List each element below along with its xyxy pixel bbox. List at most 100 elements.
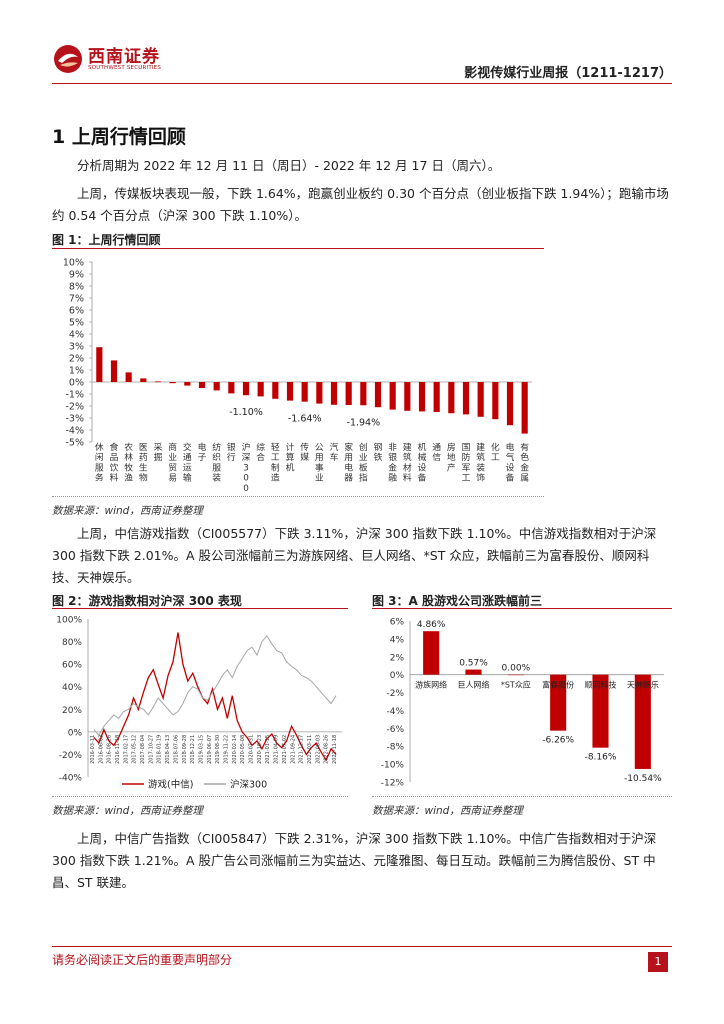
bar-机械设备	[418, 382, 426, 412]
x-tick-label: 纺织服装	[212, 441, 221, 484]
bar-通信	[433, 382, 440, 412]
data-label: -1.64%	[288, 414, 322, 425]
x-tick-label: 采掘	[154, 442, 163, 463]
x-tick-label: 2021-01-15	[265, 735, 271, 764]
x-tick-label: 综合	[256, 441, 265, 463]
logo-text-en: SOUTHWEST SECURITIES	[88, 65, 162, 71]
paragraph-game-index: 上周，中信游戏指数（CI005577）下跌 3.11%，沪深 300 指数下跌 …	[52, 526, 657, 585]
y-tick-label: -40%	[59, 774, 83, 784]
x-tick-label: 2021-09-24	[290, 735, 296, 764]
y-tick-label: 5%	[69, 318, 84, 329]
x-tick-label: 2019-03-15	[198, 735, 204, 764]
bar-汽车	[330, 382, 338, 405]
data-label: -6.26%	[542, 736, 574, 746]
x-tick-label: 2017-05-12	[132, 735, 138, 764]
figure-2-divider	[52, 796, 348, 797]
bar-化工	[492, 382, 499, 420]
bar-房地产	[448, 382, 455, 414]
x-tick-label: 食品饮料	[110, 441, 119, 484]
bar-商业贸易	[169, 382, 176, 384]
y-tick-label: -2%	[66, 402, 85, 413]
bar-轻工制造	[272, 382, 279, 399]
x-tick-label: 建筑材料	[403, 441, 412, 484]
paragraph-market-summary: 上周，传媒板块表现一般，下跌 1.64%，跑赢创业板约 0.30 个百分点（创业…	[52, 186, 669, 223]
bar-传媒	[301, 382, 308, 402]
y-tick-label: 40%	[62, 683, 82, 693]
bar-钢铁	[374, 382, 382, 408]
x-tick-label: 房地产	[447, 441, 456, 473]
x-tick-label: 农林牧渔	[124, 441, 133, 484]
x-tick-label: 银行	[227, 441, 236, 463]
bar-国防军工	[462, 382, 470, 415]
x-tick-label: 公用事业	[315, 443, 324, 484]
paragraph-period: 分析周期为 2022 年 12 月 11 日（周日）- 2022 年 12 月 …	[77, 158, 501, 173]
page-number: 1	[648, 952, 668, 972]
bar-采掘	[154, 381, 162, 383]
bar-非银金融	[389, 382, 396, 410]
game-index-vs-csi300-chart: 100%80%60%40%20%0%-20%-40%2016-03-11 2016…	[56, 616, 342, 791]
x-tick-label: 2016-03-11	[90, 735, 96, 764]
data-label: 0.57%	[459, 659, 488, 669]
bar-游族网络	[423, 631, 440, 675]
paragraph-ad-index: 上周，中信广告指数（CI005847）下跌 2.31%，沪深 300 指数下跌 …	[52, 831, 657, 890]
x-tick-label: 富春股份	[542, 680, 574, 690]
y-tick-label: -5%	[66, 438, 85, 449]
footer-rule	[52, 946, 672, 947]
figure-1-divider	[52, 496, 544, 497]
header-rule	[52, 83, 672, 84]
figure-3-divider	[372, 796, 672, 797]
x-tick-label: 巨人网络	[458, 680, 490, 690]
x-tick-label: 家用电器	[344, 441, 353, 484]
bar-电气设备	[506, 382, 514, 426]
x-tick-label: 2022-11-18	[332, 735, 338, 764]
section-heading: 1 上周行情回顾	[52, 126, 186, 148]
x-tick-label: 电气设备	[506, 441, 515, 484]
figure-3-rule	[372, 608, 672, 609]
industry-return-chart: 10%9%8%7%6%5%4%3%2%1%0%-1%-2%-3%-4%-5% 休闲…	[63, 258, 532, 494]
bar-休闲服务	[96, 347, 103, 382]
x-tick-label: 游族网络	[415, 680, 447, 690]
y-tick-label: -4%	[66, 426, 85, 437]
x-tick-label: 轻工制造	[271, 441, 280, 484]
x-tick-label: 非银金融	[388, 441, 397, 484]
x-tick-label: 2019-11-22	[224, 735, 230, 764]
data-label: -1.94%	[347, 417, 381, 428]
y-tick-label: 0%	[390, 671, 405, 681]
data-label: -1.10%	[229, 407, 263, 418]
x-tick-label: 2016-06-03	[98, 735, 104, 764]
x-tick-label: 2020-02-14	[232, 735, 238, 764]
figure-1-rule	[52, 248, 544, 249]
x-tick-label: 2019-06-07	[207, 735, 213, 764]
figure-2-rule	[52, 608, 348, 609]
y-tick-label: 7%	[69, 294, 84, 305]
x-tick-label: 顺网科技	[585, 680, 617, 690]
series-line-game	[93, 632, 337, 762]
y-tick-label: 4%	[390, 635, 405, 645]
figure-2-source: 数据来源：wind，西南证券整理	[52, 805, 203, 817]
y-tick-label: 9%	[69, 270, 84, 281]
bar-沪深300	[242, 382, 250, 396]
x-tick-label: 计算机	[286, 441, 295, 473]
x-tick-label: 汽车	[330, 441, 339, 463]
x-tick-label: 2022-06-03	[315, 735, 321, 764]
x-tick-label: 2019-08-30	[215, 735, 221, 764]
x-tick-label: 商业贸易	[168, 441, 177, 484]
x-tick-label: *ST众应	[501, 680, 531, 690]
bar-计算机	[286, 382, 294, 401]
x-tick-label: 2018-01-19	[157, 735, 163, 764]
figure-2-title: 图 2：游戏指数相对沪深 300 表现	[52, 594, 242, 608]
x-tick-label: 天神娱乐	[627, 680, 659, 690]
bar-电子	[198, 382, 206, 388]
y-tick-label: 0%	[69, 378, 84, 389]
figure-1-title: 图 1：上周行情回顾	[52, 233, 161, 247]
y-tick-label: 4%	[69, 330, 84, 341]
y-tick-label: 2%	[69, 354, 84, 365]
y-tick-label: 6%	[69, 306, 84, 317]
bar-创业板指	[360, 382, 367, 406]
x-tick-label: 2018-04-13	[165, 735, 171, 764]
data-label: -8.16%	[585, 753, 617, 763]
y-tick-label: -1%	[66, 390, 85, 401]
logo-emblem-icon	[54, 45, 82, 73]
y-tick-label: -6%	[386, 725, 404, 735]
y-tick-label: -4%	[386, 707, 404, 717]
